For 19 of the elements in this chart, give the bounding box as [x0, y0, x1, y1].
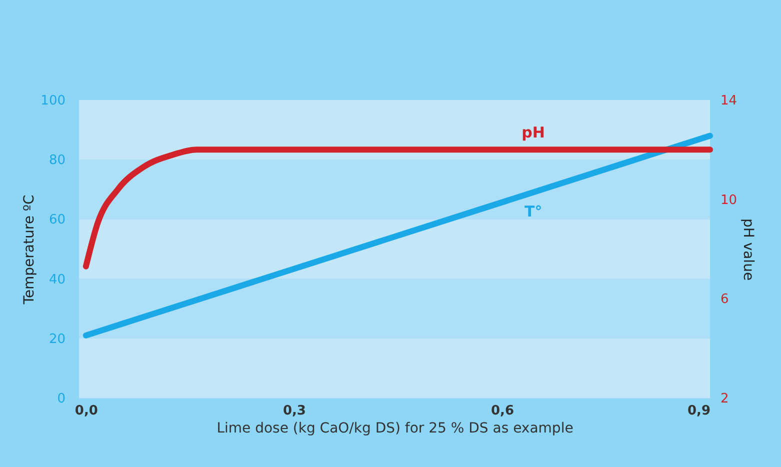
- y2-tick-label: 10: [720, 192, 738, 208]
- y-tick-label: 20: [48, 332, 66, 347]
- x-tick-label: 0,6: [490, 404, 514, 418]
- y-tick-label: 80: [48, 153, 66, 168]
- y-tick-label: 100: [40, 94, 66, 108]
- y2-tick-label: 6: [720, 292, 729, 308]
- x-axis-title: Lime dose (kg CaO/kg DS) for 25 % DS as example: [216, 420, 574, 436]
- y-tick-label: 60: [48, 212, 66, 228]
- y2-tick-label: 14: [720, 94, 738, 108]
- y-tick-label: 0: [57, 392, 66, 406]
- y2-tick-label: 2: [720, 392, 729, 406]
- x-tick-label: 0,0: [74, 404, 98, 418]
- y-axis-title: Temperature ºC: [22, 194, 38, 306]
- x-tick-label: 0,3: [282, 404, 306, 418]
- y2-axis-title: pH value: [740, 218, 756, 281]
- series-label: T°: [524, 202, 542, 220]
- x-tick-label: 0,9: [687, 404, 710, 418]
- series-label: pH: [522, 124, 545, 142]
- y-tick-label: 40: [48, 272, 66, 288]
